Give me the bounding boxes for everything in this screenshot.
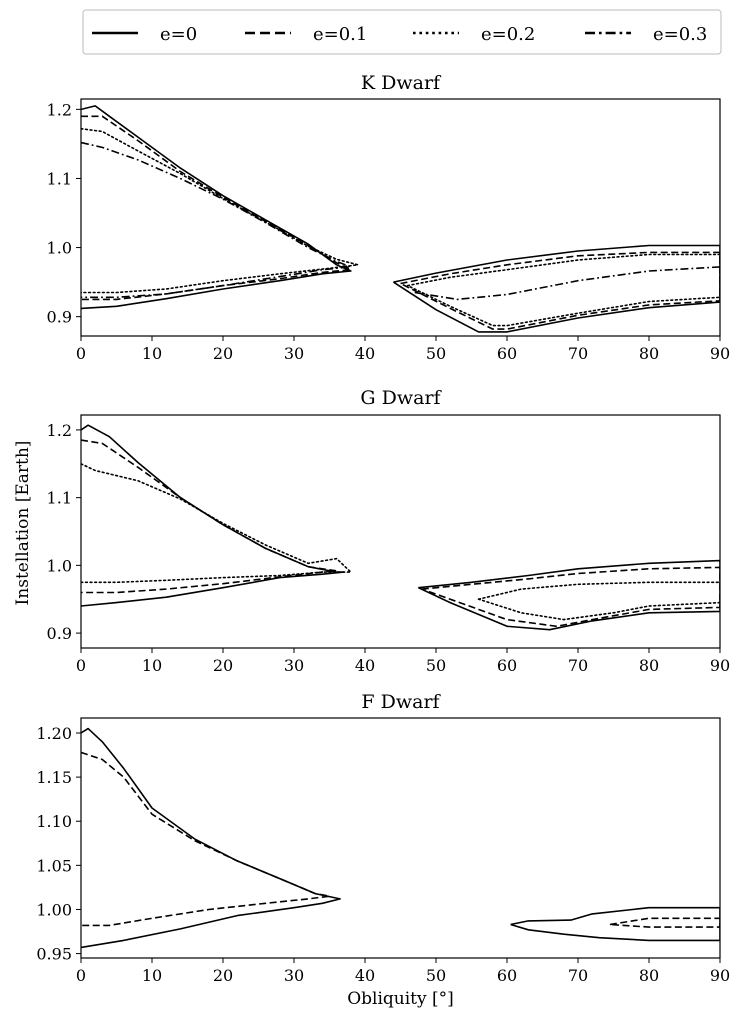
x-tick-label: 50 xyxy=(426,344,446,363)
legend-label-e02: e=0.2 xyxy=(481,24,535,45)
y-axis-label: Instellation [Earth] xyxy=(13,441,33,606)
x-tick-label: 20 xyxy=(213,966,233,985)
legend-entry-e03: e=0.3 xyxy=(585,24,707,45)
x-tick-label: 90 xyxy=(710,966,730,985)
plot-frame xyxy=(80,717,721,959)
series-line-e01 xyxy=(421,566,720,628)
x-tick-label: 0 xyxy=(76,344,86,363)
x-tick-label: 50 xyxy=(426,656,446,675)
series-line-e01 xyxy=(609,917,720,928)
x-tick-label: 60 xyxy=(497,656,517,675)
series-line-e0 xyxy=(392,244,720,333)
x-axis-label: Obliquity [°] xyxy=(347,989,454,1009)
series-group xyxy=(81,727,720,949)
x-tick-label: 30 xyxy=(284,966,304,985)
y-tick-label: 1.10 xyxy=(36,812,72,831)
series-line-e02 xyxy=(477,581,720,600)
x-tick-label: 90 xyxy=(710,656,730,675)
series-line-e02 xyxy=(477,598,720,621)
series-line-e0 xyxy=(81,727,341,949)
series-line-e0 xyxy=(81,424,345,607)
x-tick-label: 80 xyxy=(639,656,659,675)
x-tick-label: 50 xyxy=(426,966,446,985)
chart-title: F Dwarf xyxy=(361,691,441,713)
series-group xyxy=(81,424,720,631)
series-line-e01 xyxy=(81,439,338,594)
legend: e=0 e=0.1 e=0.2 e=0.3 xyxy=(82,9,722,55)
x-tick-label: 10 xyxy=(142,344,162,363)
x-tick-label: 20 xyxy=(213,344,233,363)
x-tick-label: 40 xyxy=(355,344,375,363)
x-tick-label: 80 xyxy=(639,344,659,363)
series-line-e03 xyxy=(81,141,352,299)
x-tick-label: 10 xyxy=(142,656,162,675)
series-line-e01 xyxy=(400,251,720,330)
x-tick-label: 70 xyxy=(568,344,588,363)
legend-entry-e0: e=0 xyxy=(92,24,197,45)
series-line-e02 xyxy=(406,253,720,327)
legend-label-e0: e=0 xyxy=(160,24,197,45)
legend-label-e01: e=0.1 xyxy=(313,24,367,45)
series-line-e0 xyxy=(417,559,720,631)
y-tick-label: 0.95 xyxy=(36,945,72,964)
chart-title: K Dwarf xyxy=(361,72,442,94)
y-tick-label: 1.0 xyxy=(47,239,72,258)
series-line-e0 xyxy=(81,105,352,310)
x-tick-label: 0 xyxy=(76,656,86,675)
x-tick-label: 0 xyxy=(76,966,86,985)
legend-frame xyxy=(82,9,722,55)
x-tick-label: 60 xyxy=(497,344,517,363)
x-tick-label: 90 xyxy=(710,344,730,363)
y-tick-label: 1.2 xyxy=(47,100,72,119)
series-line-e01 xyxy=(81,751,331,927)
y-tick-label: 1.0 xyxy=(47,556,72,575)
series-line-e02 xyxy=(81,127,359,294)
legend-label-e03: e=0.3 xyxy=(653,24,707,45)
series-line-e01 xyxy=(81,115,352,301)
x-tick-label: 60 xyxy=(497,966,517,985)
plot-frame xyxy=(80,98,721,337)
y-tick-label: 1.15 xyxy=(36,768,72,787)
y-tick-label: 1.00 xyxy=(36,900,72,919)
y-tick-label: 1.05 xyxy=(36,856,72,875)
y-tick-label: 0.9 xyxy=(47,624,72,643)
series-line-e02 xyxy=(81,463,352,584)
x-tick-label: 70 xyxy=(568,966,588,985)
x-tick-label: 40 xyxy=(355,656,375,675)
x-tick-label: 70 xyxy=(568,656,588,675)
x-tick-label: 20 xyxy=(213,656,233,675)
plot-frame xyxy=(80,414,721,649)
y-tick-label: 1.1 xyxy=(47,169,72,188)
y-tick-label: 0.9 xyxy=(47,308,72,327)
x-tick-label: 30 xyxy=(284,656,304,675)
panel-f-dwarf: F Dwarf 0 10 20 30 40 50 60 70 80 90 0.95 1.00 1.05 1.… xyxy=(36,691,730,1009)
x-tick-label: 30 xyxy=(284,344,304,363)
series-line-e0 xyxy=(510,906,720,942)
legend-entry-e02: e=0.2 xyxy=(413,24,535,45)
y-tick-label: 1.20 xyxy=(36,724,72,743)
y-tick-label: 1.1 xyxy=(47,489,72,508)
series-line-e03 xyxy=(414,266,720,301)
panel-g-dwarf: G Dwarf 0 10 20 30 40 50 60 70 80 90 0.9 1.0 1.1 1.2 xyxy=(47,387,731,675)
x-tick-label: 40 xyxy=(355,966,375,985)
chart-title: G Dwarf xyxy=(360,387,442,409)
legend-entry-e01: e=0.1 xyxy=(245,24,367,45)
x-tick-label: 10 xyxy=(142,966,162,985)
y-tick-label: 1.2 xyxy=(47,421,72,440)
x-tick-label: 80 xyxy=(639,966,659,985)
panel-k-dwarf: K Dwarf 0 10 20 30 40 50 60 70 80 90 0.9 1.0 1.1 1.2 xyxy=(47,72,731,363)
series-group xyxy=(81,105,720,333)
